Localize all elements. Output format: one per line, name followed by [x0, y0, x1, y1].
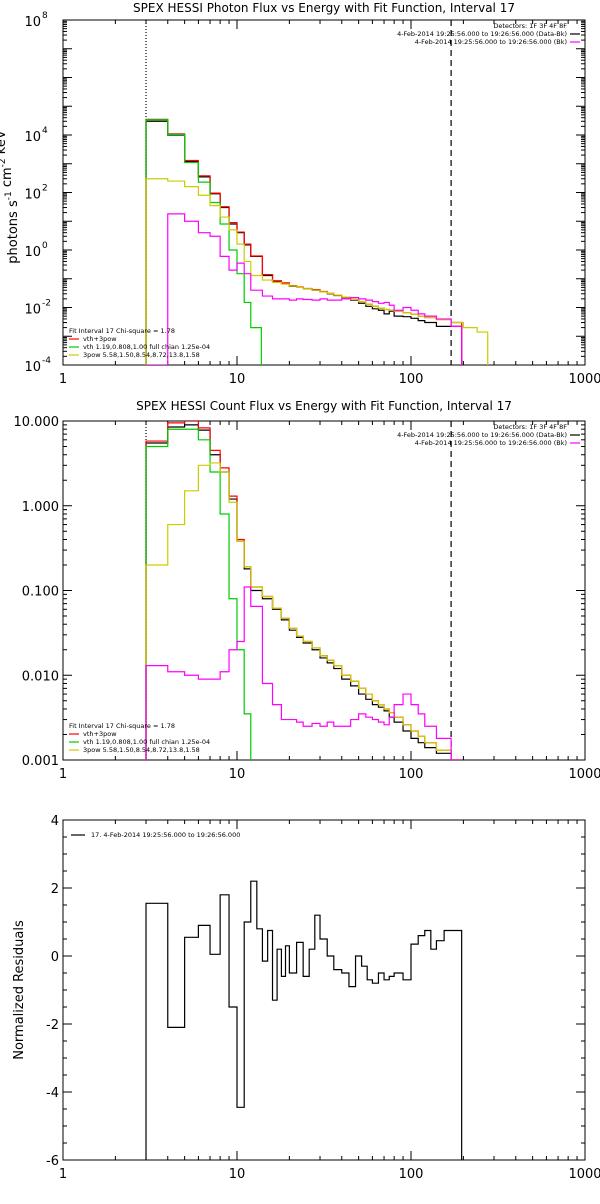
x-tick-label: 100 — [399, 767, 424, 782]
x-tick-label: 1 — [59, 1167, 67, 1182]
x-tick-label: 1000 — [568, 767, 600, 782]
chart-panel-3: 1 10 100 1000 -6 -4 -2 0 2 4 Normalized Residuals 1… — [12, 814, 600, 1182]
legend-top-left: 17. 4-Feb-2014 19:25:56.000 to 19:26:56.… — [71, 831, 240, 839]
y-tick-exponent: -2 — [42, 299, 51, 309]
y-tick-label: 2 — [51, 882, 59, 897]
y-tick-label: 10 — [24, 188, 41, 203]
legend-bottom-left: Fit Interval 17 Chi-square = 1.78vth+3po… — [69, 722, 210, 754]
y-label-superscript: -1 — [4, 191, 14, 200]
chart-panel-2: SPEX HESSI Count Flux vs Energy with Fit… — [14, 399, 600, 782]
legend-entry: 4-Feb-2014 19:25:56.000 to 19:26:56.000 … — [397, 431, 567, 439]
y-tick-label: 10 — [24, 360, 41, 375]
x-tick-label: 100 — [399, 1167, 424, 1182]
y-tick-label: 0.010 — [22, 669, 59, 684]
y-tick-exponent: -4 — [42, 356, 51, 366]
legend-entry: 3pow 5.58,1.50,8.54,8.72,13.8,1.58 — [83, 351, 200, 359]
series-line-data-bk — [146, 425, 462, 760]
y-tick-label: -6 — [46, 1154, 59, 1169]
y-tick-label: 4 — [51, 814, 59, 829]
legend-top-right: Detectors: 1F 3F 4F 8F4-Feb-2014 19:25:5… — [397, 22, 580, 46]
series-group — [146, 421, 462, 768]
y-tick-label: 10.000 — [14, 415, 60, 430]
legend-entry: Detectors: 1F 3F 4F 8F — [493, 22, 567, 30]
y-axis-label: Normalized Residuals — [12, 920, 27, 1060]
legend-entry: 4-Feb-2014 19:25:56.000 to 19:26:56.000 … — [415, 38, 567, 46]
x-tick-label: 10 — [229, 1167, 246, 1182]
chart-title: SPEX HESSI Count Flux vs Energy with Fit… — [136, 399, 512, 413]
x-tick-label: 1 — [59, 372, 67, 387]
y-tick-exponent: 2 — [42, 184, 48, 194]
legend-entry: 4-Feb-2014 19:25:56.000 to 19:26:56.000 … — [415, 439, 567, 447]
series-line-bk — [146, 587, 462, 760]
legend-entry: Detectors: 1F 3F 4F 8F — [493, 423, 567, 431]
series-line-vth-3pow — [146, 421, 462, 760]
series-group — [146, 119, 488, 365]
y-axis: 0.001 0.010 0.100 1.000 10.000 — [14, 415, 586, 769]
x-axis: 1 10 100 1000 — [59, 820, 600, 1182]
series-line-vth-3pow — [146, 119, 462, 365]
y-tick-label: -2 — [46, 1018, 59, 1033]
y-tick-label: 10 — [24, 15, 41, 30]
legend-entry: 4-Feb-2014 19:25:56.000 to 19:26:56.000 … — [397, 30, 567, 38]
series-line-17-4-feb-2014-19-25-56-000-to-19-26-56-000 — [146, 881, 462, 1160]
x-tick-label: 100 — [399, 372, 424, 387]
plot-frame — [63, 20, 585, 365]
y-tick-label: 0 — [51, 950, 59, 965]
legend-bottom-left: Fit Interval 17 Chi-square = 1.78vth+3po… — [69, 327, 210, 359]
y-label-superscript: -2 — [0, 158, 8, 167]
y-label-part: keV — [0, 130, 9, 158]
y-axis: -6 -4 -2 0 2 4 — [46, 814, 585, 1169]
x-tick-label: 1 — [59, 767, 67, 782]
series-line-data-bk — [146, 121, 462, 365]
legend-entry: Fit Interval 17 Chi-square = 1.78 — [69, 327, 175, 335]
legend-entry: vth+3pow — [83, 335, 117, 343]
y-label-part: photons — [6, 211, 21, 264]
x-tick-label: 10 — [229, 767, 246, 782]
x-tick-label: 1000 — [568, 1167, 600, 1182]
legend-entry: Fit Interval 17 Chi-square = 1.78 — [69, 722, 175, 730]
y-tick-label: 10 — [24, 303, 41, 318]
legend-top-right: Detectors: 1F 3F 4F 8F4-Feb-2014 19:25:5… — [397, 423, 580, 447]
y-label-part: s — [6, 200, 21, 211]
y-tick-label: 10 — [24, 130, 41, 145]
legend-entry: 17. 4-Feb-2014 19:25:56.000 to 19:26:56.… — [91, 831, 240, 839]
legend-entry: vth+3pow — [83, 730, 117, 738]
y-tick-label: 1.000 — [22, 500, 59, 515]
legend-entry: 3pow 5.58,1.50,8.54,8.72,13.8,1.58 — [83, 746, 200, 754]
y-tick-label: 0.100 — [22, 585, 59, 600]
y-tick-label: 0.001 — [22, 754, 59, 769]
y-tick-exponent: 0 — [42, 241, 48, 251]
y-axis-label: photons s-1 cm-2 keV-1 — [0, 121, 21, 263]
x-tick-label: 10 — [229, 372, 246, 387]
y-label-superscript: -1 — [0, 121, 2, 130]
y-tick-exponent: 4 — [42, 126, 48, 136]
chart-panel-1: SPEX HESSI Photon Flux vs Energy with Fi… — [0, 1, 600, 387]
x-tick-label: 1000 — [568, 372, 600, 387]
y-tick-exponent: 8 — [42, 11, 48, 21]
series-group — [146, 881, 462, 1160]
y-tick-label: 10 — [24, 245, 41, 260]
y-tick-label: -4 — [46, 1086, 59, 1101]
y-label-part: cm — [0, 167, 15, 191]
legend-entry: vth 1.19,0.808,1.00 full chian 1.25e-04 — [83, 738, 210, 746]
plot-frame — [63, 820, 585, 1160]
chart-title: SPEX HESSI Photon Flux vs Energy with Fi… — [133, 1, 515, 15]
plot-frame — [63, 421, 585, 760]
series-line-3pow — [146, 179, 488, 365]
series-line-3pow — [146, 463, 462, 760]
legend-entry: vth 1.19,0.808,1.00 full chian 1.25e-04 — [83, 343, 210, 351]
